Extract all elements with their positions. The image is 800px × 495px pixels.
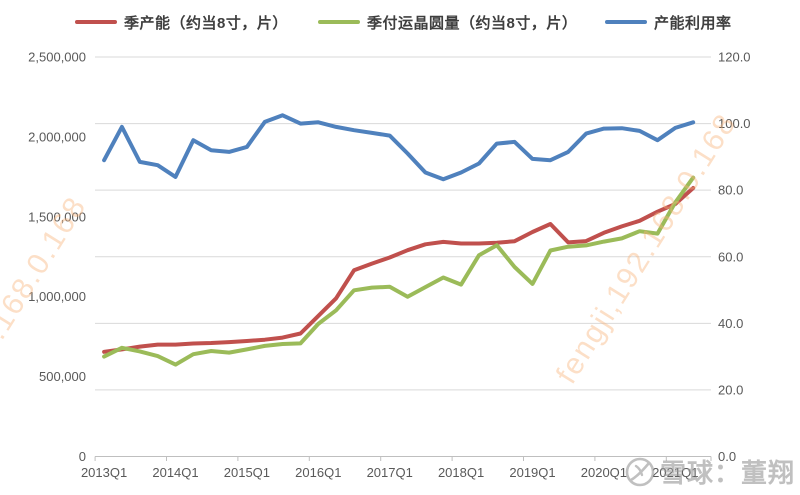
left-axis-tick-label: 2,500,000: [28, 50, 86, 65]
x-axis-tick-label: 2019Q1: [509, 465, 555, 480]
utilization-line: [102, 113, 696, 182]
legend-item-shipments: 季付运晶圆量（约当8寸，片）: [318, 12, 577, 32]
left-axis-tick-label: 0: [79, 449, 86, 464]
left-axis-tick-label: 2,000,000: [28, 129, 86, 144]
right-axis-tick-label: 40.0: [718, 316, 743, 331]
right-axis-tick-label: 60.0: [718, 249, 743, 264]
right-axis-tick-label: 20.0: [718, 382, 743, 397]
right-axis-tick-label: 0.0: [718, 449, 736, 464]
shipments-line: [102, 175, 696, 367]
capacity-line: [102, 186, 696, 354]
right-axis-tick-label: 120.0: [718, 50, 751, 65]
x-axis-tick-label: 2014Q1: [152, 465, 198, 480]
legend-label-capacity: 季产能（约当8寸，片）: [124, 14, 288, 32]
x-axis-tick-label: 2017Q1: [367, 465, 413, 480]
left-axis-tick-label: 1,000,000: [28, 289, 86, 304]
legend-item-utilization: 产能利用率: [605, 12, 732, 32]
utilization-line-swatch: [605, 20, 647, 24]
capacity-line-swatch: [75, 20, 117, 24]
attribution: 雪球：董翔: [624, 453, 795, 490]
x-axis-tick-label: 2020Q1: [581, 465, 627, 480]
x-axis-tick-label: 2021Q1: [652, 465, 698, 480]
x-axis-tick-label: 2018Q1: [438, 465, 484, 480]
attribution-text: 雪球：董翔: [660, 458, 796, 488]
left-axis-tick-label: 500,000: [39, 369, 86, 384]
shipments-line-swatch: [318, 20, 360, 24]
legend-item-capacity: 季产能（约当8寸，片）: [75, 12, 288, 32]
x-axis-tick-label: 2013Q1: [81, 465, 127, 480]
right-axis-tick-label: 80.0: [718, 183, 743, 198]
left-axis-tick-label: 1,500,000: [28, 209, 86, 224]
xueqiu-snowball-logo-icon: [625, 457, 655, 486]
legend-label-utilization: 产能利用率: [654, 14, 732, 32]
x-axis-tick-label: 2015Q1: [224, 465, 270, 480]
right-axis-tick-label: 100.0: [718, 116, 751, 131]
x-axis-tick-label: 2016Q1: [295, 465, 341, 480]
legend-label-shipments: 季付运晶圆量（约当8寸，片）: [367, 14, 578, 32]
